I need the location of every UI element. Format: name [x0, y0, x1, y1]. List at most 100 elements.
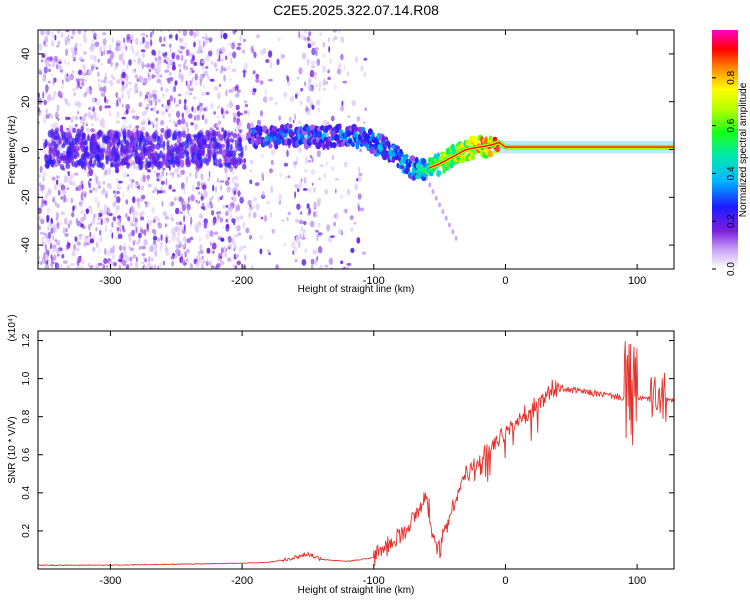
spectrogram-ridge-cell: [268, 143, 273, 149]
spectrogram-ridge-cell: [347, 139, 353, 144]
spectrogram-cell: [109, 44, 111, 52]
spectrogram-cell: [115, 92, 119, 98]
spectrogram-cell: [66, 73, 69, 78]
spectrogram-cell: [228, 52, 233, 56]
spectrogram-cell: [165, 88, 169, 93]
spectrogram-cell: [357, 175, 362, 183]
spectrogram-cell: [230, 57, 233, 65]
spectrogram-cell: [47, 227, 50, 231]
spectrogram-cell: [72, 249, 76, 257]
spectrogram-cell: [220, 247, 224, 254]
spectrogram-cell: [323, 119, 327, 126]
spectrogram-ridge-cell: [364, 133, 371, 141]
spectrogram-cell: [56, 30, 61, 34]
spectrogram-cell: [114, 64, 118, 70]
spectrogram-cell: [335, 188, 337, 194]
spectrogram-cell: [264, 88, 267, 96]
spectrogram-cell: [165, 172, 168, 176]
spectrogram-cell: [142, 64, 147, 68]
spectrogram-y-tick-label: -40: [20, 237, 32, 253]
spectrogram-cell: [57, 249, 61, 253]
spectrogram-cell: [60, 263, 63, 269]
spectrogram-cell: [57, 189, 61, 196]
spectrogram-cell: [283, 91, 288, 98]
spectrogram-cell: [225, 223, 230, 229]
spectrogram-cell: [45, 84, 49, 92]
spectrogram-cell: [184, 242, 187, 246]
spectrogram-cell: [153, 264, 157, 269]
spectrogram-cell: [157, 222, 162, 229]
spectrogram-cell: [109, 183, 112, 190]
spectrogram-cell: [141, 229, 145, 235]
spectrogram-cell: [152, 219, 156, 223]
spectrogram-cell: [44, 35, 49, 44]
spectrogram-cell: [163, 36, 166, 42]
spectrogram-cell: [160, 170, 163, 178]
spectrogram-cell: [176, 161, 181, 168]
spectrogram-cell: [296, 203, 301, 210]
spectrogram-cell: [71, 115, 75, 122]
spectrogram-cell: [224, 153, 229, 163]
spectrogram-cell: [148, 255, 151, 263]
spectrogram-cell: [171, 262, 174, 267]
spectrogram-cell: [133, 162, 136, 170]
spectrogram-cell: [44, 201, 48, 206]
spectrogram-cell: [279, 172, 283, 178]
spectrogram-cell: [243, 264, 246, 269]
spectrogram-cell: [274, 102, 278, 105]
spectrogram-cell: [214, 186, 217, 193]
spectrogram-cell: [318, 81, 322, 88]
spectrogram-cell: [240, 151, 244, 159]
spectrogram-cell: [278, 193, 283, 201]
spectrogram-cell: [217, 212, 220, 217]
spectrogram-cell: [229, 77, 232, 81]
spectrogram-cell: [83, 157, 88, 167]
spectrogram-cell: [302, 188, 308, 191]
snr-x-tick-label: 0: [502, 575, 508, 587]
spectrogram-cell: [210, 265, 215, 269]
spectrogram-cell: [109, 247, 114, 254]
spectrogram-cell: [210, 60, 214, 65]
spectrogram-cell: [182, 30, 188, 37]
spectrogram-cell: [205, 232, 210, 240]
spectrogram-cell: [154, 186, 158, 192]
spectrogram-cell: [235, 104, 240, 111]
spectrogram-cell: [128, 124, 132, 129]
spectrogram-cell: [225, 247, 228, 252]
spectrogram-cell: [100, 218, 103, 226]
spectrogram-cell: [220, 184, 223, 191]
spectrogram-cell: [143, 97, 146, 102]
spectrogram-cell: [85, 145, 89, 151]
spectrogram-cell: [129, 220, 134, 227]
spectrogram-cell: [69, 181, 73, 185]
colorbar-ticks: 0.0 0.2 0.4 0.6 0.8: [712, 70, 737, 276]
spectrogram-cell: [162, 210, 167, 217]
spectrogram-cell: [265, 59, 270, 63]
spectrogram-cell: [141, 110, 147, 117]
spectrogram-cell: [145, 201, 148, 208]
spectrogram-cell: [121, 165, 124, 171]
spectrogram-cell: [308, 31, 312, 37]
spectrogram-cell: [121, 104, 124, 108]
spectrogram-cell: [131, 109, 136, 114]
spectrogram-cell: [153, 106, 156, 112]
spectrogram-cell: [156, 110, 160, 114]
spectrogram-cell: [82, 115, 86, 122]
spectrogram-cell: [132, 128, 137, 132]
spectrogram-cell: [61, 253, 65, 259]
spectrogram-cell: [77, 69, 83, 76]
spectrogram-cell: [91, 40, 95, 47]
spectrogram-cell: [163, 59, 167, 63]
spectrogram-cell: [173, 97, 176, 104]
spectrogram-cell: [72, 205, 75, 213]
spectrogram-cell: [193, 61, 197, 66]
spectrogram-cell: [181, 227, 184, 231]
spectrogram-cell: [258, 215, 262, 218]
spectrogram-cell: [186, 136, 191, 142]
spectrogram-cell: [181, 222, 185, 228]
spectrogram-cell: [196, 200, 199, 205]
spectrogram-cell: [116, 196, 121, 204]
spectrogram-cell: [171, 65, 176, 71]
spectrogram-cell: [438, 202, 442, 208]
spectrogram-cell: [177, 63, 182, 68]
